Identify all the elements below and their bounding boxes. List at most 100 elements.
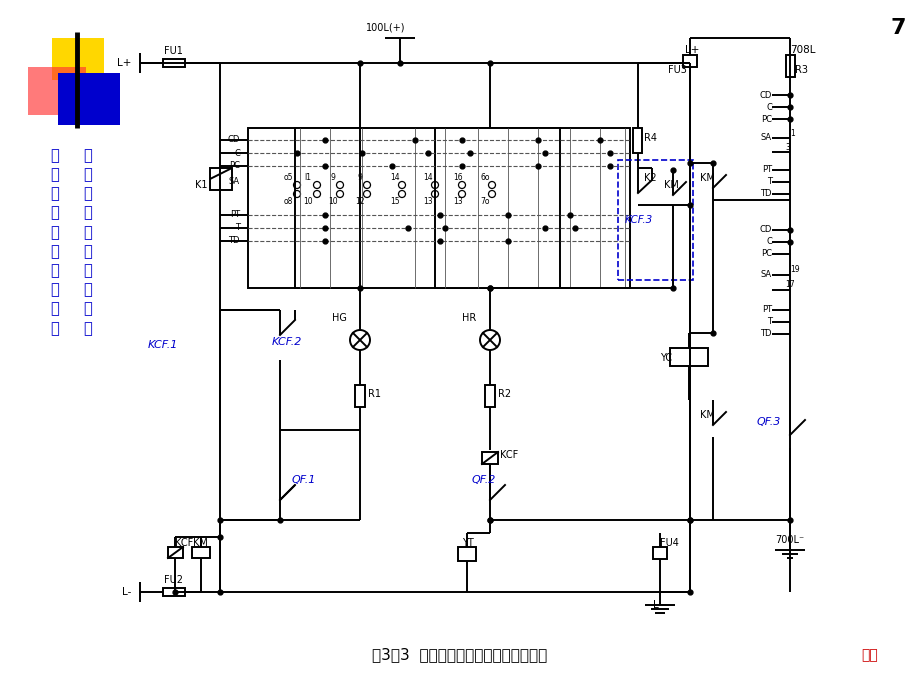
Text: HG: HG [332, 313, 346, 323]
Text: o8: o8 [283, 197, 292, 206]
Text: KCF.1: KCF.1 [148, 340, 178, 350]
Text: 19: 19 [789, 266, 799, 275]
Text: HR: HR [461, 313, 476, 323]
Text: R3: R3 [794, 65, 807, 75]
Bar [192, 547, 210, 558]
Text: QF.1: QF.1 [291, 475, 316, 485]
Text: 16: 16 [453, 172, 462, 181]
Text: 3: 3 [784, 143, 789, 152]
Text: R1: R1 [368, 389, 380, 399]
Text: KCF: KCF [175, 538, 193, 548]
Text: T: T [234, 224, 240, 233]
Bar [248, 128, 630, 288]
Text: L+: L+ [117, 58, 130, 68]
Bar [484, 385, 494, 407]
Text: I1: I1 [304, 172, 312, 181]
Text: 13: 13 [453, 197, 462, 206]
Bar [785, 55, 794, 77]
Bar [458, 547, 475, 561]
Text: TD: TD [760, 190, 771, 199]
Text: KCF.2: KCF.2 [272, 337, 302, 347]
Bar [355, 385, 365, 407]
Text: SA: SA [229, 177, 240, 186]
Text: L-: L- [121, 587, 130, 597]
Text: 9: 9 [330, 172, 335, 181]
Text: PC: PC [760, 115, 771, 124]
Text: 15: 15 [390, 197, 400, 206]
Text: T: T [766, 177, 771, 186]
Text: CD: CD [227, 135, 240, 144]
Text: C: C [233, 148, 240, 157]
Text: T: T [766, 317, 771, 326]
Text: CD: CD [759, 226, 771, 235]
Bar [28, 67, 85, 115]
Text: YT: YT [461, 538, 473, 548]
Text: TD: TD [228, 237, 240, 246]
Text: 监
视
的
断
路
器
控
制
回
路: 监 视 的 断 路 器 控 制 回 路 [51, 148, 60, 336]
Text: R2: R2 [497, 389, 511, 399]
Text: FU3: FU3 [667, 65, 686, 75]
Text: FU4: FU4 [659, 538, 678, 548]
Bar [295, 128, 359, 288]
Text: KM: KM [664, 180, 678, 190]
Text: 7o: 7o [480, 197, 489, 206]
Bar [210, 168, 232, 190]
Bar [168, 547, 183, 558]
Text: PC: PC [760, 250, 771, 259]
Text: 708L: 708L [789, 45, 814, 55]
Text: 17: 17 [784, 281, 794, 290]
Text: CD: CD [759, 90, 771, 99]
Text: KM: KM [699, 410, 714, 420]
Text: L+: L+ [685, 45, 698, 55]
Text: PT: PT [761, 166, 771, 175]
Text: 7: 7 [890, 18, 905, 38]
Text: 10: 10 [303, 197, 312, 206]
Bar [669, 348, 708, 366]
Text: 9: 9 [357, 172, 362, 181]
Text: L−: L− [652, 600, 666, 610]
Bar [58, 73, 119, 125]
Text: C: C [766, 237, 771, 246]
Text: FU2: FU2 [164, 575, 183, 585]
Text: 返回: 返回 [861, 648, 878, 662]
Bar [163, 59, 185, 67]
Text: 10: 10 [328, 197, 337, 206]
Text: YC: YC [659, 353, 672, 363]
Text: KM: KM [193, 538, 208, 548]
Bar [482, 452, 497, 464]
Text: R4: R4 [643, 133, 656, 143]
Text: K1: K1 [196, 180, 208, 190]
Text: 12: 12 [355, 197, 364, 206]
Text: KCF.3: KCF.3 [624, 215, 652, 225]
Text: 13: 13 [423, 197, 432, 206]
Text: C: C [766, 103, 771, 112]
Bar [682, 55, 697, 67]
Text: PC: PC [229, 161, 240, 170]
Text: QF.3: QF.3 [756, 417, 780, 427]
Text: PT: PT [761, 306, 771, 315]
Text: 100L(+): 100L(+) [366, 23, 405, 33]
Text: K2: K2 [643, 173, 656, 183]
Text: PT: PT [230, 210, 240, 219]
Text: QF.2: QF.2 [471, 475, 496, 485]
Text: KCF: KCF [499, 450, 517, 460]
Text: 700L⁻: 700L⁻ [775, 535, 804, 545]
Text: FU1: FU1 [164, 46, 183, 56]
Text: 6o: 6o [480, 172, 489, 181]
Text: SA: SA [760, 270, 771, 279]
Text: 图3－3  电磁操作的断路器控制信号电路: 图3－3 电磁操作的断路器控制信号电路 [372, 647, 547, 662]
Text: SA: SA [760, 133, 771, 143]
Bar [618, 160, 692, 280]
Bar [163, 588, 185, 596]
Text: 14: 14 [423, 172, 432, 181]
Bar [632, 128, 641, 153]
Text: 1: 1 [789, 128, 794, 137]
Bar [435, 128, 560, 288]
Text: 强
电
一
对
一
控
制
的
灯
光: 强 电 一 对 一 控 制 的 灯 光 [84, 148, 92, 336]
Bar [652, 547, 666, 559]
Text: 14: 14 [390, 172, 400, 181]
Text: TD: TD [760, 330, 771, 339]
Text: o5: o5 [283, 172, 292, 181]
Bar [52, 38, 104, 80]
Text: KM: KM [699, 173, 714, 183]
